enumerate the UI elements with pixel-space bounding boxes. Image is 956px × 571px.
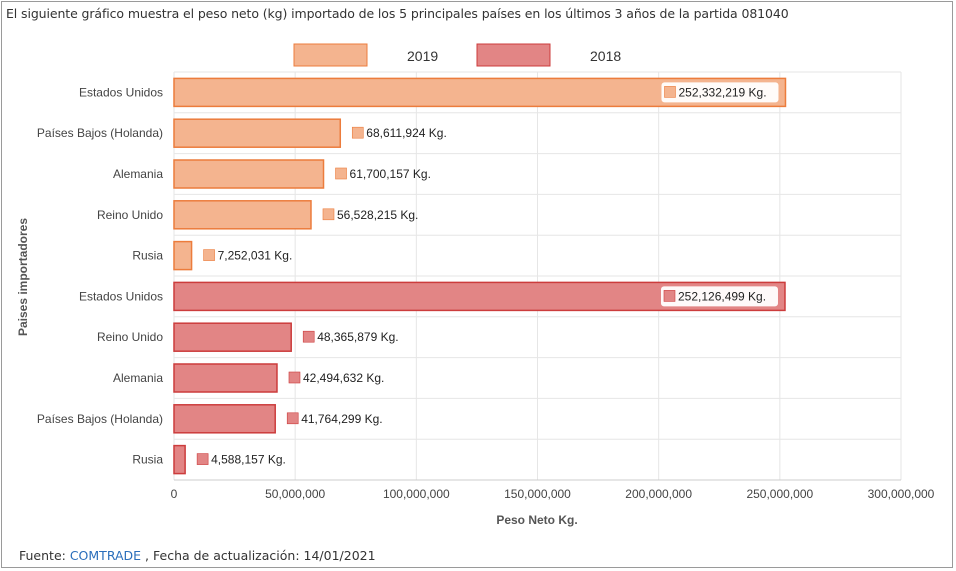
bar-2018-4[interactable]	[173, 404, 276, 434]
legend-label-2018[interactable]: 2018	[590, 48, 621, 64]
y-axis-title: Paises importadores	[16, 218, 30, 336]
x-tick-label: 50,000,000	[265, 487, 325, 501]
source-date: , Fecha de actualización: 14/01/2021	[141, 548, 376, 563]
bar-2018-5[interactable]	[173, 444, 186, 475]
chart-description: El siguiente gráfico muestra el peso net…	[6, 6, 789, 21]
x-tick-label: 150,000,000	[504, 487, 571, 501]
bar-2019-3[interactable]	[173, 159, 325, 189]
data-label-swatch	[302, 330, 315, 343]
category-label: Rusia	[132, 249, 163, 263]
data-label: 252,126,499 Kg.	[678, 289, 766, 303]
data-label: 41,764,299 Kg.	[301, 412, 382, 426]
bar-2018-2[interactable]	[173, 322, 292, 352]
category-label: Reino Unido	[97, 208, 163, 222]
category-label: Países Bajos (Holanda)	[37, 412, 163, 426]
data-label: 56,528,215 Kg.	[337, 208, 418, 222]
data-label: 48,365,879 Kg.	[317, 330, 398, 344]
data-label-background	[660, 286, 778, 307]
bar-2019-5[interactable]	[173, 240, 193, 271]
data-labels: 252,332,219 Kg. 68,611,924 Kg. 61,700,157 …	[196, 82, 779, 467]
data-label-swatch	[663, 290, 676, 302]
x-axis-title: Peso Neto Kg.	[496, 513, 577, 527]
axes: 0 50,000,000 100,000,000 150,000,000 200,000…	[37, 85, 935, 501]
data-label: 4,588,157 Kg.	[211, 453, 286, 467]
x-tick-label: 0	[171, 487, 178, 501]
data-label: 61,700,157 Kg.	[350, 167, 431, 181]
bar-2018-3[interactable]	[173, 363, 278, 393]
category-label: Alemania	[113, 371, 163, 385]
category-label: Estados Unidos	[79, 289, 163, 303]
x-tick-label: 300,000,000	[868, 487, 935, 501]
grid	[173, 71, 902, 481]
legend-label-2019[interactable]: 2019	[407, 48, 438, 64]
category-label: Alemania	[113, 167, 163, 181]
data-label-swatch	[335, 167, 347, 180]
data-label: 252,332,219 Kg.	[678, 85, 766, 99]
data-label-swatch	[322, 208, 335, 221]
source-line: Fuente: COMTRADE , Fecha de actualizació…	[19, 548, 376, 563]
x-tick-label: 250,000,000	[746, 487, 813, 501]
category-label: Reino Unido	[97, 330, 163, 344]
data-label-swatch	[351, 126, 364, 139]
x-tick-label: 100,000,000	[383, 487, 450, 501]
bar-2019-2[interactable]	[173, 118, 342, 148]
data-label: 42,494,632 Kg.	[303, 371, 384, 385]
bar-2019-4[interactable]	[173, 200, 312, 230]
source-prefix: Fuente:	[19, 548, 70, 563]
legend-swatch-2018[interactable]	[476, 43, 551, 67]
legend[interactable]: 2019 2018	[293, 43, 621, 67]
data-label-swatch	[203, 249, 215, 261]
category-label: Estados Unidos	[79, 85, 163, 99]
data-label: 7,252,031 Kg.	[218, 249, 293, 263]
data-label-swatch	[664, 86, 676, 98]
data-label: 68,611,924 Kg.	[366, 126, 447, 140]
data-label-swatch	[196, 453, 209, 465]
data-label-swatch	[288, 371, 301, 384]
legend-swatch-2019[interactable]	[293, 43, 368, 67]
x-tick-label: 200,000,000	[625, 487, 692, 501]
category-label: Países Bajos (Holanda)	[37, 126, 163, 140]
data-label-swatch	[286, 412, 299, 425]
data-label-background	[661, 82, 779, 103]
category-label: Rusia	[132, 453, 163, 467]
source-link[interactable]: COMTRADE	[69, 548, 142, 563]
